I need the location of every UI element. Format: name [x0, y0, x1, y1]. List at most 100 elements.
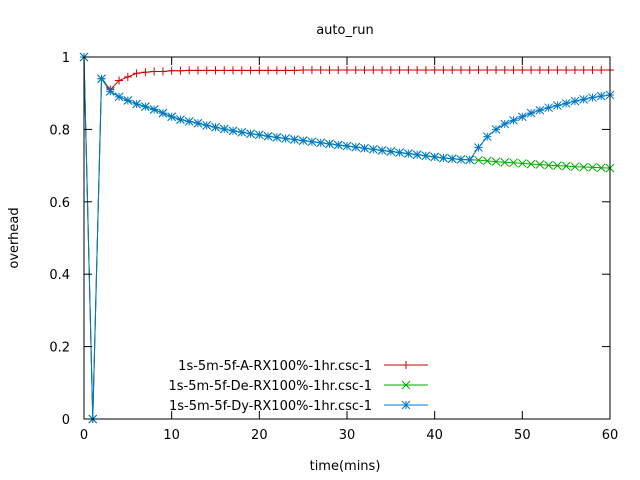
- y-tick-label: 1: [62, 51, 70, 66]
- data-point: [562, 66, 571, 75]
- data-point: [307, 66, 316, 75]
- legend-marker: [401, 400, 411, 410]
- data-point: [377, 146, 387, 155]
- data-point: [526, 159, 536, 169]
- data-point: [290, 66, 299, 75]
- data-point: [299, 66, 308, 75]
- data-point: [448, 66, 457, 75]
- y-tick-label: 0.6: [49, 196, 70, 211]
- data-point: [333, 140, 343, 150]
- data-point: [491, 125, 501, 134]
- data-point: [220, 66, 229, 75]
- legend-entry: 1s-5m-5f-De-RX100%-1hr.csc-1: [168, 379, 428, 394]
- data-point: [588, 163, 597, 172]
- data-point: [307, 137, 317, 147]
- data-point: [229, 66, 238, 75]
- data-point: [368, 144, 378, 154]
- data-point: [281, 134, 290, 143]
- series-3: [79, 52, 615, 424]
- data-point: [570, 162, 580, 172]
- data-point: [141, 68, 150, 77]
- series-1: [80, 53, 614, 423]
- data-point: [316, 66, 325, 75]
- legend-marker: [402, 361, 410, 369]
- data-point: [219, 124, 229, 134]
- data-point: [526, 108, 536, 118]
- x-tick-label: 50: [514, 428, 531, 443]
- data-point: [342, 141, 352, 151]
- data-point: [351, 142, 361, 152]
- data-point: [439, 66, 448, 75]
- data-point: [483, 66, 492, 75]
- data-point: [553, 101, 562, 110]
- data-point: [517, 112, 527, 122]
- data-point: [544, 160, 553, 170]
- data-point: [474, 143, 483, 152]
- data-point: [105, 87, 115, 96]
- data-point: [193, 118, 203, 128]
- x-axis: 0 10 20 30 40 50 60: [80, 57, 618, 443]
- data-point: [334, 66, 343, 75]
- data-point: [202, 121, 212, 130]
- data-point: [176, 66, 185, 75]
- x-tick-label: 60: [602, 428, 619, 443]
- data-point: [570, 66, 579, 75]
- data-point: [430, 152, 440, 162]
- data-point: [254, 130, 264, 140]
- data-point: [193, 66, 202, 75]
- data-point: [141, 102, 150, 111]
- legend-label: 1s-5m-5f-De-RX100%-1hr.csc-1: [168, 379, 372, 394]
- data-point: [588, 93, 597, 102]
- data-point: [597, 66, 606, 75]
- data-point: [325, 66, 334, 75]
- y-tick-label: 0: [62, 413, 70, 428]
- data-point: [158, 108, 168, 118]
- data-point: [404, 149, 413, 159]
- data-point: [509, 158, 518, 168]
- data-point: [115, 76, 124, 85]
- data-point: [492, 66, 501, 75]
- y-axis-label: overhead: [7, 207, 22, 268]
- data-point: [544, 66, 553, 75]
- data-point: [316, 138, 326, 148]
- data-point: [509, 115, 518, 125]
- data-point: [298, 136, 308, 145]
- data-point: [500, 66, 509, 75]
- data-point: [176, 115, 185, 124]
- data-point: [185, 66, 194, 75]
- data-point: [369, 66, 378, 75]
- data-point: [447, 154, 457, 164]
- data-point: [474, 66, 483, 75]
- data-point: [421, 151, 431, 161]
- data-point: [386, 66, 395, 75]
- data-point: [272, 66, 281, 75]
- x-tick-label: 30: [339, 428, 356, 443]
- data-point: [246, 66, 255, 75]
- data-point: [132, 69, 141, 78]
- data-point: [123, 96, 133, 105]
- data-point: [596, 91, 606, 101]
- data-point: [421, 66, 430, 75]
- data-point: [517, 159, 527, 168]
- data-point: [325, 139, 334, 149]
- chart-title: auto_run: [316, 23, 374, 38]
- x-tick-label: 20: [251, 428, 268, 443]
- legend-entry: 1s-5m-5f-Dy-RX100%-1hr.csc-1: [169, 399, 428, 414]
- data-point: [351, 66, 360, 75]
- data-point: [158, 67, 167, 76]
- data-point: [535, 160, 545, 169]
- data-point: [535, 105, 545, 115]
- legend: 1s-5m-5f-A-RX100%-1hr.csc-1 1s-5m-5f-De-R…: [168, 359, 428, 414]
- data-point: [272, 133, 282, 142]
- legend-entry: 1s-5m-5f-A-RX100%-1hr.csc-1: [178, 359, 428, 374]
- legend-label: 1s-5m-5f-A-RX100%-1hr.csc-1: [178, 359, 372, 374]
- data-point: [378, 66, 387, 75]
- data-point: [527, 66, 536, 75]
- data-point: [360, 66, 369, 75]
- data-point: [290, 135, 299, 144]
- data-point: [544, 103, 553, 113]
- x-tick-label: 0: [80, 428, 88, 443]
- data-point: [456, 155, 466, 164]
- data-point: [343, 66, 351, 75]
- legend-label: 1s-5m-5f-Dy-RX100%-1hr.csc-1: [169, 399, 372, 414]
